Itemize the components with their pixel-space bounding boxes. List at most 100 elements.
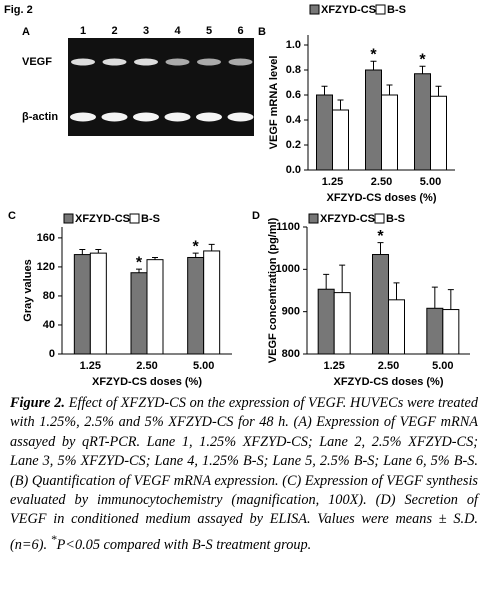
y-tick-label: 1000 <box>276 263 300 275</box>
bar <box>442 309 460 355</box>
bar <box>203 250 221 355</box>
gel-band <box>133 112 159 122</box>
y-tick-label: 80 <box>43 290 55 302</box>
x-tick-label: 5.00 <box>193 360 214 372</box>
legend-swatch <box>375 4 386 15</box>
bar <box>426 307 444 355</box>
error-bar <box>386 84 393 95</box>
lane-label: 1 <box>80 25 86 37</box>
y-tick-label: 160 <box>37 232 55 244</box>
y-tick-label: 900 <box>282 306 300 318</box>
significance-marker: * <box>370 46 377 63</box>
bar <box>73 254 91 355</box>
legend-label: XFZYD-CS <box>75 213 130 225</box>
y-tick-label: 0 <box>49 348 55 360</box>
bar <box>430 95 447 171</box>
y-tick-label: 0.8 <box>286 64 301 76</box>
bar <box>187 256 205 355</box>
figure-label: Fig. 2 <box>4 4 33 16</box>
caption-end: P<0.05 compared with B-S treatment group… <box>56 536 312 553</box>
bar <box>414 73 431 171</box>
gel-band <box>102 58 127 66</box>
panel-label: D <box>252 210 260 222</box>
legend-swatch <box>374 213 385 224</box>
gel-row-label: VEGF <box>22 56 52 68</box>
gel-band <box>70 112 96 122</box>
legend-swatch <box>129 213 140 224</box>
error-bar <box>419 65 426 74</box>
y-tick-label: 0.2 <box>286 139 301 151</box>
legend-label: B-S <box>141 213 160 225</box>
error-bar <box>323 273 330 290</box>
y-tick-label: 40 <box>43 319 55 331</box>
figure: Fig. 2 A VEGF β-actin 1 2 3 4 5 6 B 0.0 0.2 0.4 0.… <box>4 4 470 388</box>
caption-sup: * <box>50 531 57 546</box>
error-bar <box>152 256 158 260</box>
error-bar <box>321 85 328 95</box>
x-tick-label: 5.00 <box>432 360 453 372</box>
significance-marker: * <box>193 238 200 255</box>
gel-row-label: β-actin <box>22 111 58 123</box>
gel-band <box>197 58 221 66</box>
gel-band <box>196 112 222 122</box>
error-bar <box>95 248 102 254</box>
significance-marker: * <box>419 51 426 68</box>
x-tick-label: 1.25 <box>323 360 344 372</box>
gel-band <box>71 58 95 66</box>
caption-figure: Figure 2. <box>10 395 65 411</box>
panel-label: B <box>258 26 266 38</box>
legend-label: XFZYD-CS <box>320 213 375 225</box>
y-axis-label: VEGF mRNA level <box>268 56 280 150</box>
bar <box>316 94 333 171</box>
error-bar <box>136 268 142 273</box>
panel-label: A <box>22 26 30 38</box>
lane-label: 2 <box>111 25 117 37</box>
error-bar <box>447 289 454 310</box>
bar <box>317 288 335 355</box>
y-axis-label: Gray values <box>22 259 34 321</box>
y-tick-label: 1100 <box>276 221 300 233</box>
gel-band <box>165 58 190 66</box>
y-tick-label: 800 <box>282 348 300 360</box>
bar <box>388 299 405 355</box>
x-tick-label: 1.25 <box>322 176 343 188</box>
x-tick-label: 2.50 <box>378 360 399 372</box>
legend-swatch <box>63 213 74 224</box>
y-tick-label: 0.6 <box>286 89 301 101</box>
significance-marker: * <box>136 254 143 271</box>
legend-label: B-S <box>387 4 406 16</box>
y-tick-label: 0.4 <box>286 114 302 126</box>
gel-band <box>227 112 254 122</box>
bar <box>130 272 148 355</box>
error-bar <box>435 85 442 97</box>
bar <box>381 94 398 171</box>
error-bar <box>337 99 344 110</box>
caption-text: Effect of XFZYD-CS on the expression of … <box>10 395 478 553</box>
y-tick-label: 1.0 <box>286 39 301 51</box>
gel-band <box>164 112 191 122</box>
legend-label: XFZYD-CS <box>321 4 376 16</box>
gel-band <box>101 112 128 122</box>
caption: Figure 2. Effect of XFZYD-CS on the expr… <box>10 394 478 555</box>
legend-label: B-S <box>386 213 405 225</box>
x-tick-label: 5.00 <box>420 176 441 188</box>
bar <box>146 259 164 355</box>
panel-label: C <box>8 210 16 222</box>
error-bar <box>377 242 384 255</box>
error-bar <box>431 286 438 309</box>
error-bar <box>208 243 215 251</box>
error-bar <box>339 264 346 293</box>
lane-label: 4 <box>174 25 181 37</box>
gel-band <box>134 58 158 66</box>
error-bar <box>370 60 377 70</box>
error-bar <box>393 282 400 300</box>
lane-label: 6 <box>237 25 243 37</box>
x-axis-label: XFZYD-CS doses (%) <box>326 192 436 204</box>
gel-band <box>228 58 253 66</box>
bar <box>365 69 382 171</box>
error-bar <box>192 252 199 258</box>
x-axis-label: XFZYD-CS doses (%) <box>333 376 443 388</box>
y-tick-label: 0.0 <box>286 164 301 176</box>
x-axis-label: XFZYD-CS doses (%) <box>92 376 202 388</box>
